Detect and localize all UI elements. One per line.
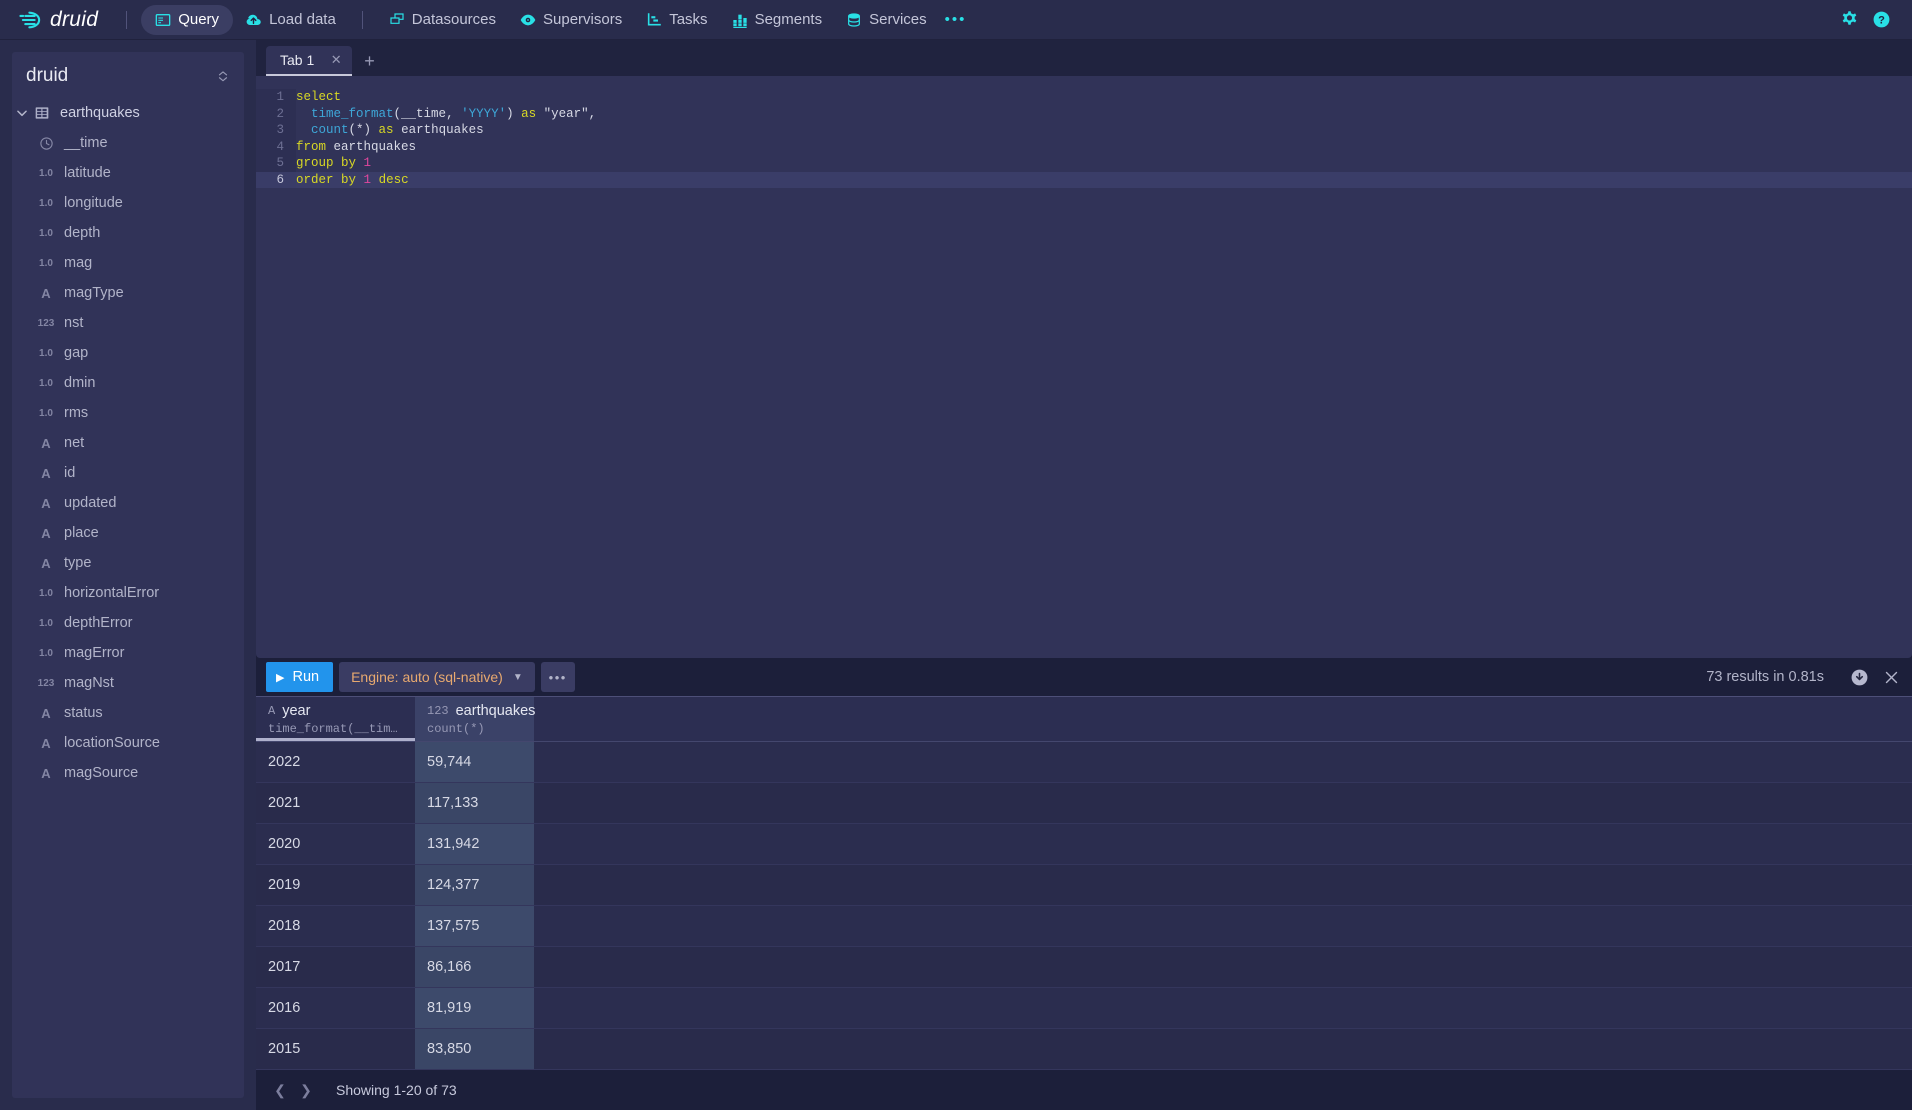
svg-text:?: ? bbox=[1878, 14, 1885, 26]
